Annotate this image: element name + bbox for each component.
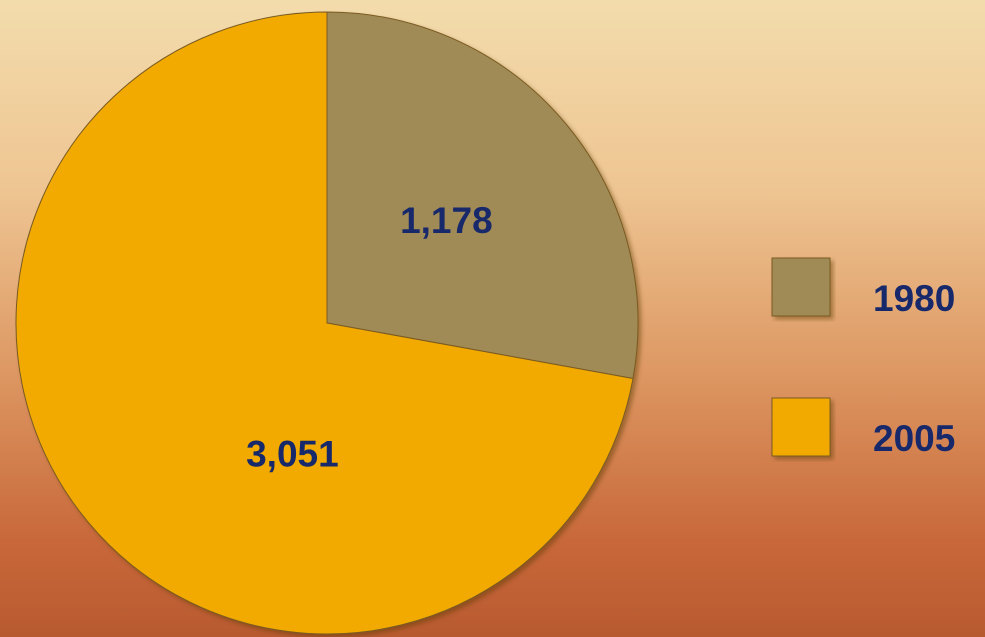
legend-swatch (771, 397, 831, 457)
legend-label: 1980 (873, 278, 955, 319)
data-label: 3,051 (246, 433, 339, 474)
legend: 1980 2005 (771, 257, 955, 459)
data-label: 1,178 (400, 200, 493, 241)
labels: 1,178 3,051 (246, 200, 493, 474)
legend-swatch (771, 257, 831, 317)
legend-label: 2005 (873, 418, 955, 459)
pie-slice (15, 11, 634, 635)
pie (15, 11, 639, 635)
pie-slice (326, 11, 639, 380)
